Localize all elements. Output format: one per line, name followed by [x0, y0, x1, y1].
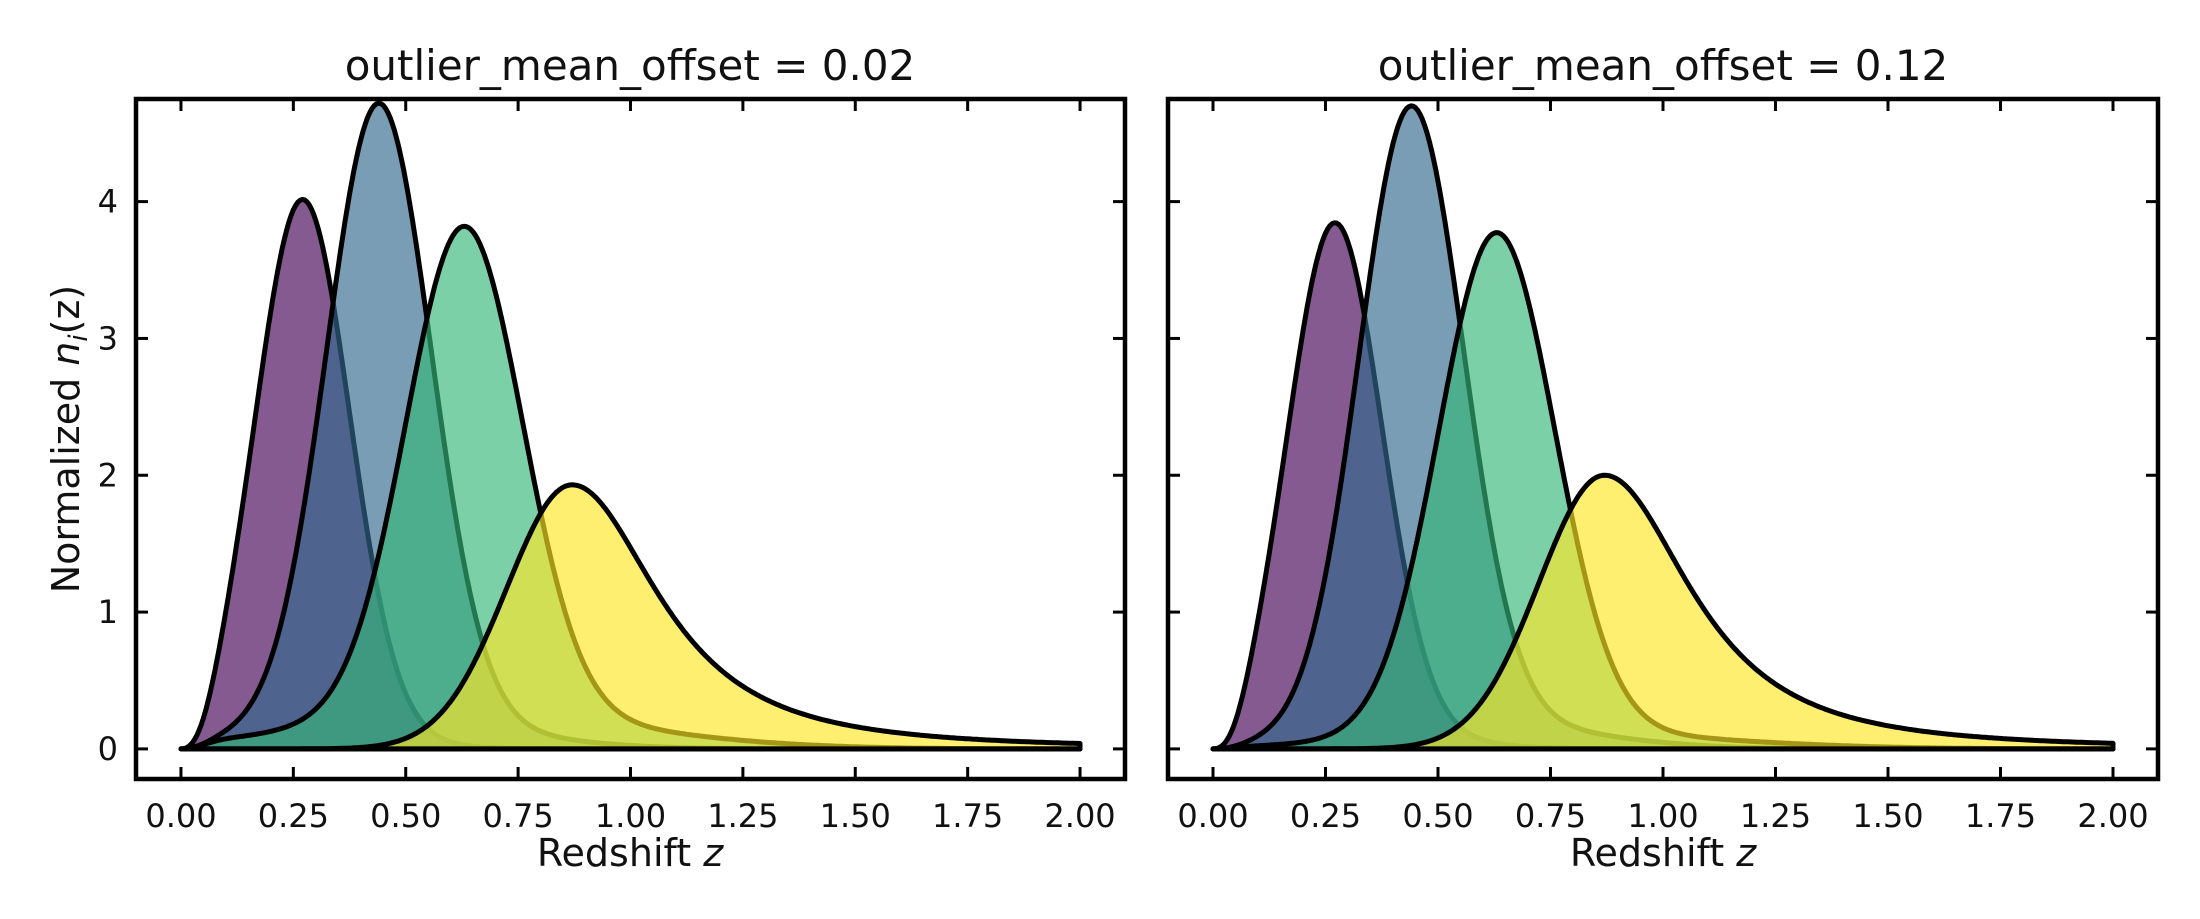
x-tick-label: 0.25: [1290, 797, 1361, 835]
x-tick-label: 2.00: [1044, 797, 1115, 835]
panel-left: outlier_mean_offset = 0.02 0.00 0.25 0.50 0…: [44, 41, 1128, 875]
y-tick-label: 2: [98, 456, 118, 494]
y-tick-label: 4: [98, 183, 118, 221]
panel-left-title: outlier_mean_offset = 0.02: [345, 41, 916, 90]
x-tick-label: 1.25: [707, 797, 778, 835]
x-tick-label: 1.25: [1740, 797, 1811, 835]
panel-right-xlabel: Redshift z: [1570, 831, 1757, 875]
x-tick-label: 0.50: [370, 797, 441, 835]
x-tick-label: 1.00: [1627, 797, 1698, 835]
x-tick-label: 0.00: [1177, 797, 1248, 835]
x-tick-label: 0.75: [482, 797, 553, 835]
x-tick-label: 2.00: [2077, 797, 2148, 835]
panel-left-ticks: 0.00 0.25 0.50 0.75 1.00 1.25 1.50 1.75 2.00 0 1 2 3…: [98, 99, 1125, 835]
panel-right-frame: [1165, 96, 2161, 782]
x-tick-label: 1.75: [1965, 797, 2036, 835]
panel-left-frame: [133, 96, 1128, 782]
x-tick-label: 1.75: [932, 797, 1003, 835]
y-tick-label: 3: [98, 319, 118, 357]
x-tick-label: 1.00: [595, 797, 666, 835]
x-tick-label: 0.00: [145, 797, 216, 835]
panel-right: outlier_mean_offset = 0.12 0.00 0.25 0.50 0…: [1165, 41, 2161, 875]
series-4-area: [178, 482, 1083, 752]
y-axis-label: Normalized ni(z): [44, 285, 94, 594]
panel-left-curves: [178, 100, 1083, 752]
series-4-area: [1210, 472, 2116, 752]
x-tick-label: 0.50: [1402, 797, 1473, 835]
y-tick-label: 1: [98, 593, 118, 631]
panel-right-curves: [1210, 103, 2116, 752]
panel-right-title: outlier_mean_offset = 0.12: [1378, 41, 1949, 90]
panel-left-xlabel: Redshift z: [537, 831, 724, 875]
y-tick-label: 0: [98, 730, 118, 768]
x-tick-label: 0.25: [258, 797, 329, 835]
x-tick-label: 1.50: [820, 797, 891, 835]
x-tick-label: 0.75: [1515, 797, 1586, 835]
x-tick-label: 1.50: [1852, 797, 1923, 835]
